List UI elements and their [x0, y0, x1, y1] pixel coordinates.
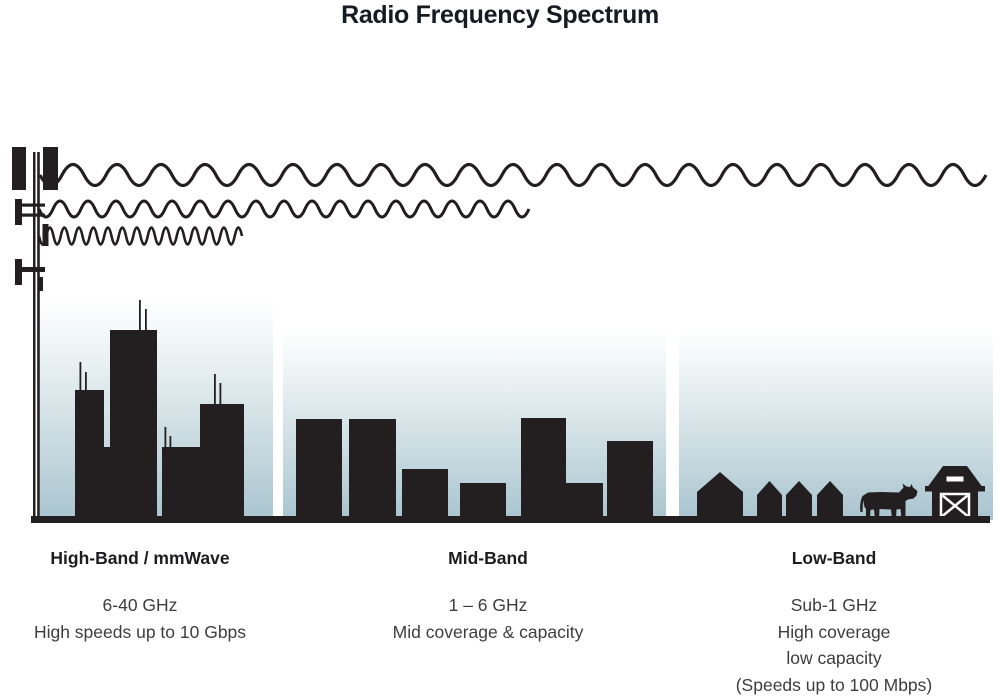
house-icon [697, 472, 743, 520]
house-icon [817, 481, 843, 520]
rooftop-antenna [169, 436, 172, 447]
mid-band-label-block: Mid-Band 1 – 6 GHz Mid coverage & capaci… [358, 548, 618, 645]
rooftop-antenna [145, 309, 147, 330]
skyscraper [75, 390, 104, 520]
mid-band-frequency-range: 1 – 6 GHz [448, 595, 528, 615]
barn-icon [925, 466, 985, 520]
mid-rise-building [296, 419, 342, 520]
side-antenna-lower [15, 259, 22, 285]
rooftop-antenna [79, 362, 82, 390]
radio-waves [37, 162, 988, 246]
low-band-label-block: Low-Band Sub-1 GHz High coverage low cap… [700, 548, 968, 698]
high-band-description: High speeds up to 10 Gbps [33, 621, 247, 642]
low-band-description: low capacity [786, 648, 882, 668]
low-band-speed-note: (Speeds up to 100 Mbps) [735, 674, 933, 695]
side-antenna-mid [42, 224, 49, 246]
low-band-description: High coverage [777, 621, 891, 642]
high-band-heading: High-Band / mmWave [50, 548, 230, 568]
city-skyline-icon [75, 300, 244, 520]
page-title: Radio Frequency Spectrum [341, 1, 659, 29]
mid-rise-building [521, 418, 566, 520]
high-band-label-block: High-Band / mmWave 6-40 GHz High speeds … [10, 548, 270, 645]
hayloft-vent [946, 476, 964, 482]
rooftop-antenna [164, 427, 167, 447]
antenna-panel-right [43, 147, 58, 190]
mid-band-heading: Mid-Band [448, 548, 528, 568]
house-icon [757, 481, 782, 520]
cell-tower-icon [12, 147, 58, 523]
skyscraper [110, 330, 157, 520]
rooftop-antenna [219, 383, 222, 404]
spectrum-graphic [12, 147, 993, 523]
rooftop-antenna [214, 374, 216, 404]
rural-farm-scene [697, 466, 985, 520]
high-frequency-wave-icon [37, 226, 244, 246]
low-band-heading: Low-Band [791, 548, 877, 568]
mid-rise-building [566, 483, 603, 520]
high-band-frequency-range: 6-40 GHz [102, 595, 178, 615]
low-band-frequency-range: Sub-1 GHz [790, 595, 878, 615]
mid-band-description: Mid coverage & capacity [392, 621, 584, 642]
mid-rise-building [402, 469, 448, 520]
low-frequency-wave-icon [38, 162, 988, 188]
ground-line [31, 516, 990, 523]
mid-rise-building [460, 483, 506, 520]
mid-rise-buildings-icon [296, 418, 653, 520]
house-icon [786, 481, 812, 520]
side-antenna-upper [15, 199, 22, 225]
skyscraper [162, 447, 200, 520]
antenna-panel-left [12, 147, 26, 190]
rooftop-antenna [139, 300, 141, 330]
mid-rise-building [607, 441, 653, 520]
mid-frequency-wave-icon [37, 199, 531, 219]
mid-rise-building [349, 419, 396, 520]
skyscraper [200, 404, 244, 520]
rooftop-antenna [85, 372, 87, 390]
cow-icon [860, 483, 918, 520]
